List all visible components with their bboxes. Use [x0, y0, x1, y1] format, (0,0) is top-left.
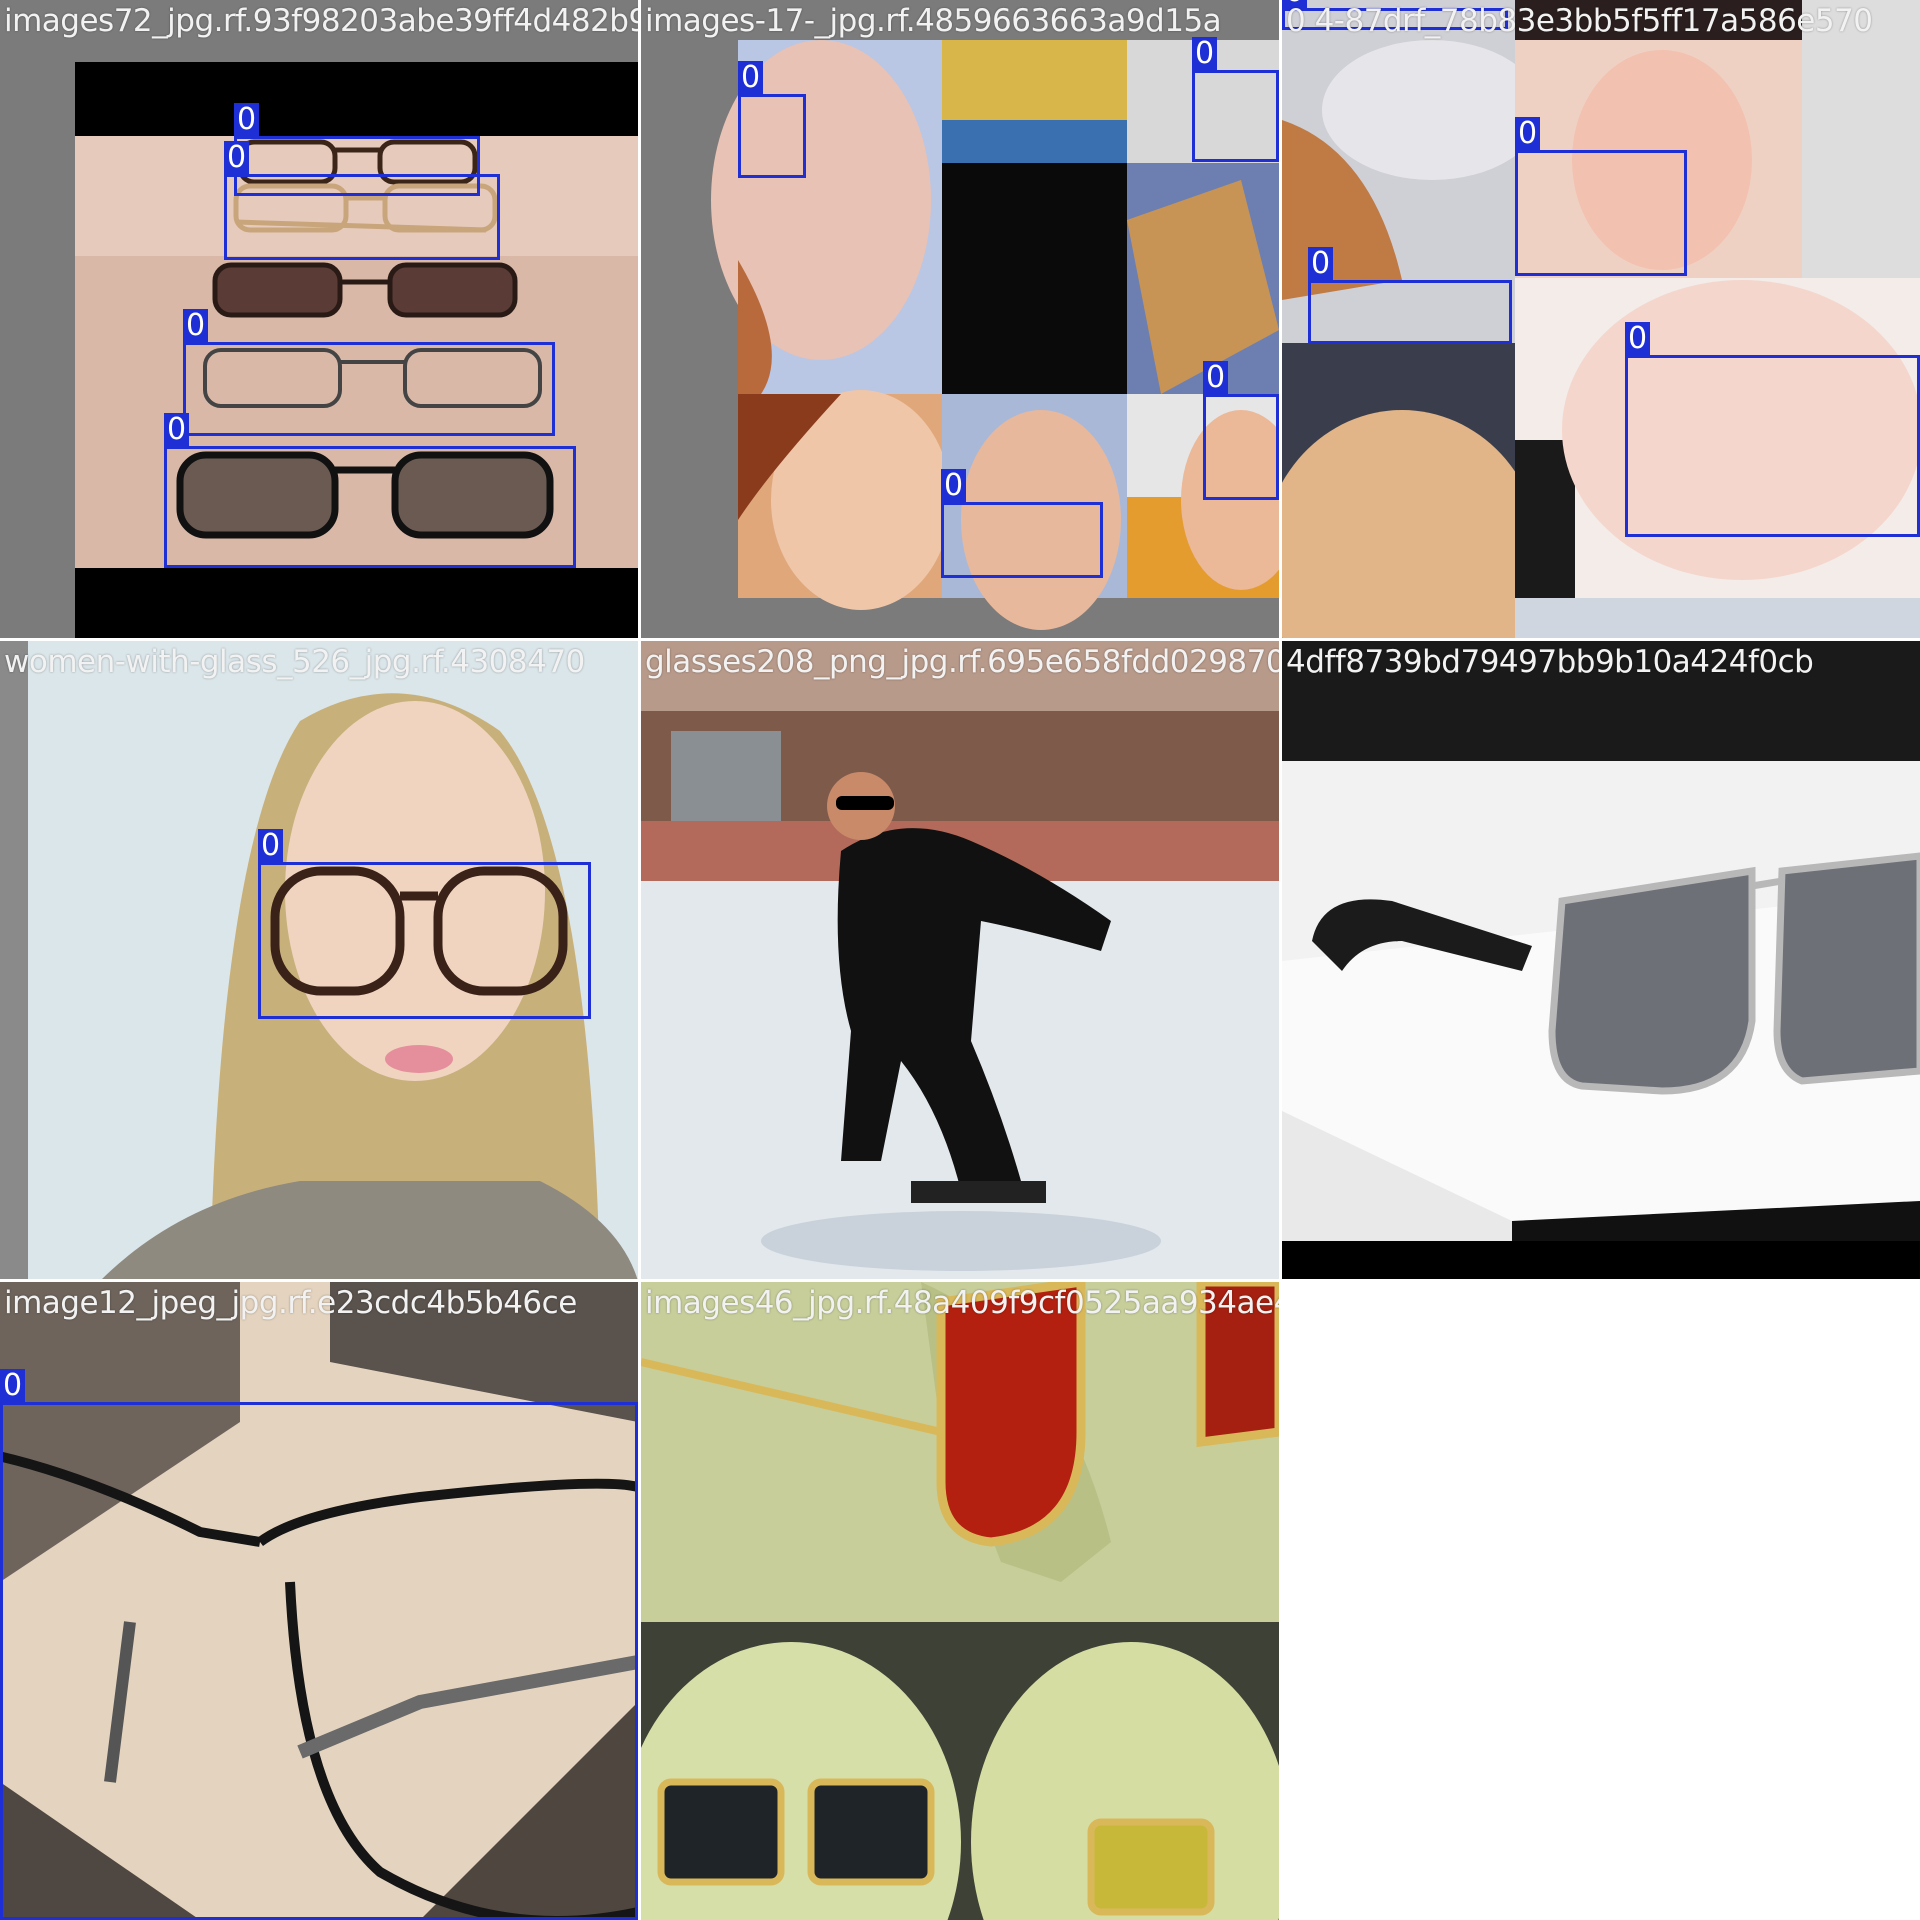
eyeglasses-stack-image — [0, 0, 638, 638]
detection-label: 0 — [164, 413, 190, 447]
tile-title: images-17-_jpg.rf.4859663663a9d15a — [645, 3, 1222, 39]
tile-title: 0 4-87drf_78b83e3bb5f5ff17a586e570 — [1286, 3, 1873, 39]
detection-box: 0 — [164, 413, 576, 568]
empty-cell — [1282, 1282, 1920, 1920]
detection-label: 0 — [183, 309, 209, 343]
face-mosaic-b-image — [1282, 0, 1920, 638]
detection-box: 0 — [183, 309, 555, 436]
detection-label: 0 — [1282, 0, 1308, 9]
tile-ice-skater: glasses208_png_jpg.rf.695e658fdd029870 — [641, 641, 1279, 1279]
tile-face-mosaic-b: 0 4-87drf_78b83e3bb5f5ff17a586e570 0 0 0… — [1282, 0, 1920, 638]
ice-skater-image — [641, 641, 1279, 1279]
tile-title: images46_jpg.rf.48a409f9cf0525aa934ae4f — [645, 1285, 1279, 1321]
detection-label: 0 — [1625, 322, 1651, 356]
detection-box: 0 — [224, 141, 500, 260]
glasses-closeup-image — [0, 1282, 638, 1920]
tile-title: 4dff8739bd79497bb9b10a424f0cb — [1286, 644, 1814, 680]
detection-box: 0 — [1282, 0, 1508, 30]
tile-eyeglasses-stack: images72_jpg.rf.93f98203abe39ff4d482b9ca… — [0, 0, 638, 638]
detection-label: 0 — [1515, 117, 1541, 151]
tile-title: glasses208_png_jpg.rf.695e658fdd029870 — [645, 644, 1279, 680]
detection-label: 0 — [234, 103, 260, 137]
detection-label: 0 — [941, 469, 967, 503]
tile-title: image12_jpeg_jpg.rf.e23cdc4b5b46ce — [4, 1285, 577, 1321]
detection-label: 0 — [258, 829, 284, 863]
tile-aviator-sunglasses: 4dff8739bd79497bb9b10a424f0cb — [1282, 641, 1920, 1279]
woman-with-glasses-image — [0, 641, 638, 1279]
aviator-sunglasses-image — [1282, 641, 1920, 1279]
tile-title: women-with-glass_526_jpg.rf.4308470 — [4, 644, 585, 680]
detection-box: 0 — [1515, 117, 1687, 276]
detection-label: 0 — [1192, 37, 1218, 71]
detection-label: 0 — [1308, 247, 1334, 281]
detection-box: 0 — [1308, 247, 1512, 344]
detection-box: 0 — [258, 829, 591, 1019]
tile-glasses-closeup: image12_jpeg_jpg.rf.e23cdc4b5b46ce 0 — [0, 1282, 638, 1920]
mannequin-sunglasses-image — [641, 1282, 1279, 1920]
detection-label: 0 — [738, 61, 764, 95]
tile-woman-with-glasses: women-with-glass_526_jpg.rf.4308470 0 — [0, 641, 638, 1279]
detection-box: 0 — [941, 469, 1103, 578]
detection-label: 0 — [0, 1369, 26, 1403]
tile-title: images72_jpg.rf.93f98203abe39ff4d482b9ca — [4, 3, 638, 39]
detection-label: 0 — [1203, 361, 1229, 395]
detection-box: 0 — [1625, 322, 1920, 537]
detection-label: 0 — [224, 141, 250, 175]
tile-mannequin-sunglasses: images46_jpg.rf.48a409f9cf0525aa934ae4f — [641, 1282, 1279, 1920]
detection-box: 0 — [1192, 37, 1279, 162]
tile-face-mosaic-a: images-17-_jpg.rf.4859663663a9d15a 0 0 0… — [641, 0, 1279, 638]
detection-box: 0 — [1203, 361, 1279, 500]
detection-box: 0 — [738, 61, 806, 178]
detection-box: 0 — [0, 1369, 638, 1920]
